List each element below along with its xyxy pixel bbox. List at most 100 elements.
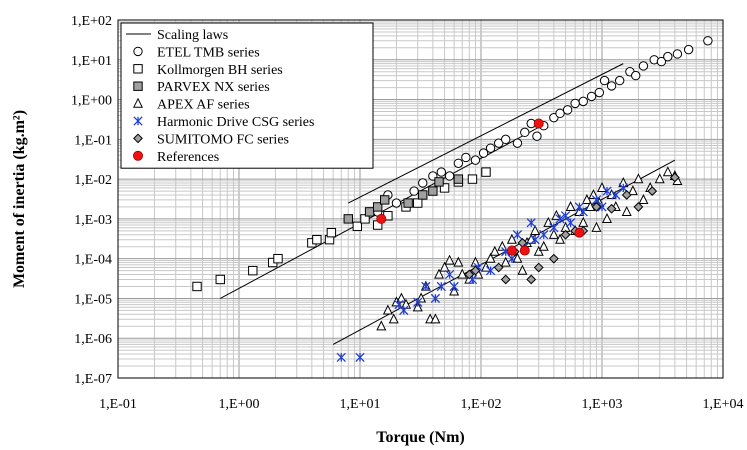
x-tick-label: 1,E+04 [703,397,744,412]
point-kollmorgen-bh-series [273,253,283,264]
point-etel-tmb-series [418,178,428,188]
point-apex-af-series [596,182,608,193]
legend: Scaling laws ETEL TMB series Kollmorgen BH… [120,22,374,169]
point-etel-tmb-series [663,51,673,62]
x-tick-label: 1,E+01 [340,397,381,412]
y-tick-label: 1,E-01 [74,133,112,148]
point-apex-af-series [533,245,544,256]
legend-marker [132,150,143,161]
point-harmonic-drive-csg-series [355,352,365,363]
point-harmonic-drive-csg-series [512,230,523,240]
point-etel-tmb-series [638,61,649,71]
x-tick-label: 1,E-01 [99,397,137,412]
point-sumitomo-fc-series [633,202,644,212]
point-references [519,245,530,256]
point-harmonic-drive-csg-series [526,218,536,228]
point-harmonic-drive-csg-series [430,293,441,304]
plot-area-frame [117,19,724,379]
point-etel-tmb-series [683,44,694,55]
y-tick-label: 1,E-06 [74,332,112,347]
y-tick-label: 1,E+00 [71,94,112,109]
point-kollmorgen-bh-series [312,234,322,245]
point-apex-af-series [376,320,387,331]
point-parvex-nx-series [453,174,464,184]
point-etel-tmb-series [444,171,455,181]
point-harmonic-drive-csg-series [413,297,423,307]
point-harmonic-drive-csg-series [565,218,576,228]
point-apex-af-series [430,313,441,324]
point-etel-tmb-series [562,105,573,115]
legend-marker [133,133,143,144]
point-apex-af-series [588,189,599,200]
point-harmonic-drive-csg-series [578,207,588,217]
point-apex-af-series [416,292,427,303]
point-sumitomo-fc-series [548,253,559,264]
legend-label: Scaling laws [157,28,228,43]
point-apex-af-series [388,313,399,324]
point-sumitomo-fc-series [669,172,680,183]
point-harmonic-drive-csg-series [530,235,540,245]
legend-label: References [157,150,219,165]
point-harmonic-drive-csg-series [539,230,549,240]
x-axis-title: Torque (Nm) [376,429,464,446]
point-sumitomo-fc-series [647,186,658,196]
legend-label: PARVEX NX series [157,80,270,95]
y-tick-label: 1,E-07 [74,372,112,387]
legend-label: Kollmorgen BH series [157,63,283,78]
x-tick-label: 1,E+03 [582,397,623,412]
point-sumitomo-fc-series [606,203,617,214]
point-harmonic-drive-csg-series [394,299,404,310]
point-sumitomo-fc-series [470,265,481,276]
point-etel-tmb-series [500,134,511,145]
point-harmonic-drive-csg-series [421,281,431,292]
point-apex-af-series [601,212,613,223]
legend-marker [132,97,144,108]
scaling-law-line [348,63,624,204]
point-harmonic-drive-csg-series [597,202,607,212]
point-kollmorgen-bh-series [413,198,423,208]
point-harmonic-drive-csg-series [602,186,612,196]
y-tick-label: 1,E-02 [74,173,112,188]
point-sumitomo-fc-series [464,269,475,280]
point-sumitomo-fc-series [621,190,632,200]
point-etel-tmb-series [631,70,641,81]
point-apex-af-series [412,301,423,312]
point-etel-tmb-series [409,186,419,196]
x-axis-tick-labels: 1,E-01 1,E+00 1,E+01 1,E+02 1,E+03 1,E+04 [99,397,743,412]
point-etel-tmb-series [532,131,542,141]
legend-marker [133,81,143,91]
point-kollmorgen-bh-series [192,281,202,292]
point-apex-af-series [506,233,517,244]
point-harmonic-drive-csg-series [611,190,621,200]
data-points [192,36,713,363]
point-apex-af-series [565,200,576,212]
point-etel-tmb-series [493,138,504,148]
y-tick-label: 1,E+02 [71,14,112,29]
point-kollmorgen-bh-series [467,174,478,184]
point-sumitomo-fc-series [533,262,544,273]
point-apex-af-series [627,185,638,196]
point-apex-af-series [662,166,673,177]
point-apex-af-series [591,221,602,232]
point-harmonic-drive-csg-series [574,202,585,212]
point-references [376,213,387,224]
point-references [533,118,544,129]
y-axis-title: Moment of inertia (kg.m²) [11,110,28,288]
point-apex-af-series [638,193,649,205]
legend-label: SUMITOMO FC series [157,132,289,147]
point-etel-tmb-series [555,108,565,119]
point-parvex-nx-series [434,177,444,187]
point-etel-tmb-series [461,152,471,163]
point-etel-tmb-series [578,96,588,107]
point-etel-tmb-series [470,155,481,165]
x-tick-label: 1,E+00 [219,397,260,412]
x-tick-label: 1,E+02 [461,397,502,412]
point-apex-af-series [444,254,455,265]
point-parvex-nx-series [379,195,390,205]
point-sumitomo-fc-series [560,229,571,240]
point-harmonic-drive-csg-series [485,265,496,276]
point-apex-af-series [497,240,508,251]
point-etel-tmb-series [391,198,402,208]
point-harmonic-drive-csg-series [444,269,455,280]
legend-marker [133,64,143,74]
